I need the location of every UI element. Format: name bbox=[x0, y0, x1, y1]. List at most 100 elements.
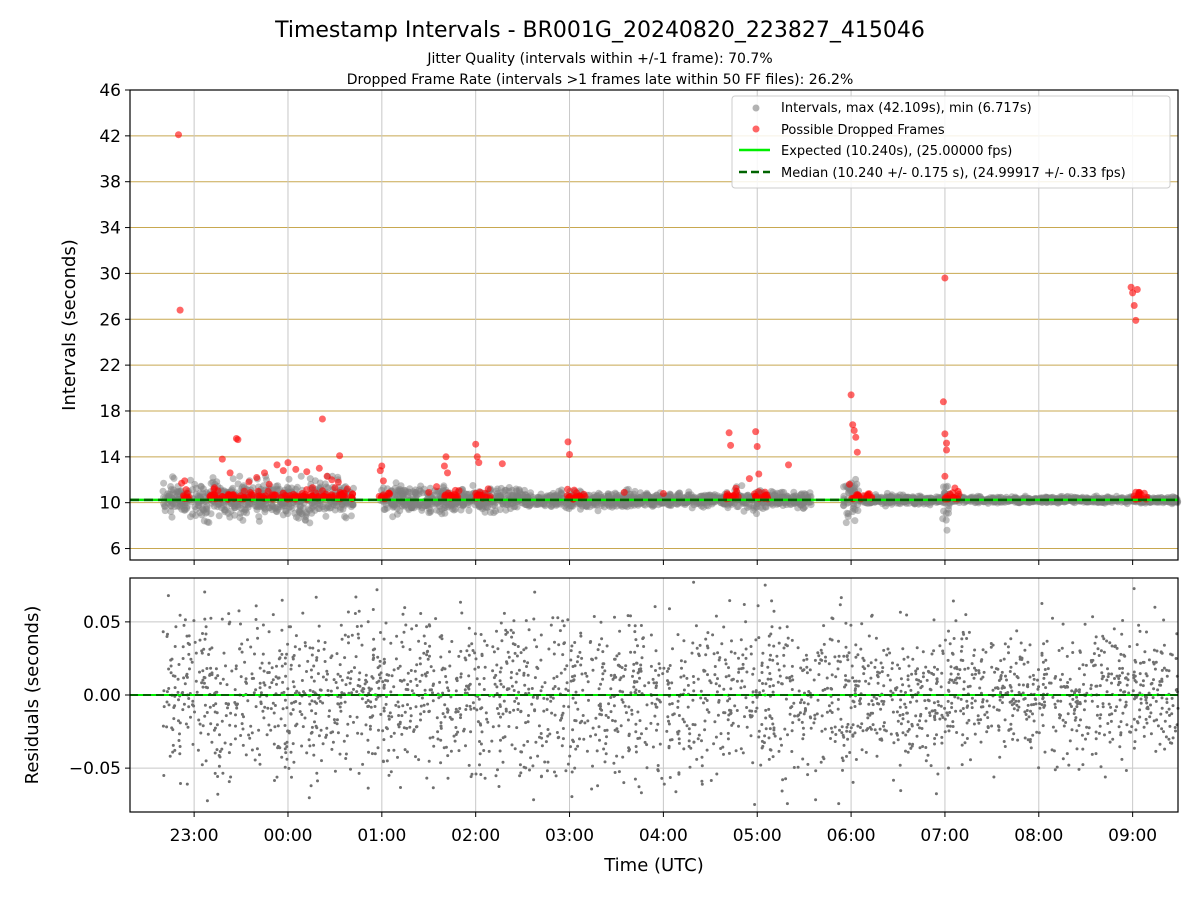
residual-point bbox=[764, 708, 768, 712]
residual-point bbox=[886, 647, 890, 651]
residual-point bbox=[979, 705, 983, 709]
residual-point bbox=[1075, 705, 1079, 709]
residual-point bbox=[332, 718, 336, 722]
residual-point bbox=[853, 705, 857, 708]
residual-point bbox=[339, 623, 343, 627]
residual-point bbox=[714, 735, 718, 739]
residual-point bbox=[845, 654, 849, 658]
residual-point bbox=[371, 608, 375, 611]
residual-point bbox=[385, 727, 389, 731]
dropped-frame-point bbox=[1133, 286, 1141, 293]
residual-point bbox=[550, 711, 554, 715]
residual-point bbox=[1094, 752, 1098, 756]
residual-point bbox=[419, 712, 423, 716]
residual-point bbox=[533, 708, 537, 712]
residual-point bbox=[453, 739, 457, 743]
residual-point bbox=[1144, 698, 1148, 702]
residual-point bbox=[604, 742, 608, 746]
residual-point bbox=[633, 650, 637, 654]
residual-point bbox=[676, 633, 680, 637]
residual-point bbox=[1154, 699, 1158, 703]
interval-point bbox=[255, 502, 263, 510]
interval-point bbox=[161, 502, 169, 510]
residual-point bbox=[250, 748, 254, 752]
residual-point bbox=[686, 705, 690, 709]
residual-point bbox=[596, 784, 600, 788]
residual-point bbox=[459, 600, 462, 604]
residual-point bbox=[459, 713, 463, 717]
residual-point bbox=[576, 707, 580, 711]
residual-point bbox=[970, 662, 974, 666]
residual-point bbox=[519, 651, 523, 655]
intervals-ytick-label: 30 bbox=[99, 264, 121, 284]
residual-point bbox=[1117, 659, 1121, 663]
residual-point bbox=[406, 683, 410, 686]
residual-point bbox=[271, 701, 275, 705]
residual-point bbox=[959, 649, 963, 653]
residual-point bbox=[482, 688, 486, 691]
legend-label-median: Median (10.240 +/- 0.175 s), (24.99917 +… bbox=[781, 166, 1126, 181]
residual-point bbox=[836, 667, 840, 671]
residual-point bbox=[643, 684, 647, 688]
residual-point bbox=[215, 748, 219, 752]
dropped-frame-point bbox=[218, 455, 226, 463]
residual-point bbox=[527, 714, 530, 717]
residual-point bbox=[680, 666, 683, 670]
residual-point bbox=[1015, 629, 1019, 633]
interval-point bbox=[905, 499, 913, 507]
residual-point bbox=[473, 632, 477, 636]
residual-point bbox=[639, 663, 643, 667]
residual-point bbox=[305, 751, 309, 755]
chart-subtitle-jitter: Jitter Quality (intervals within +/-1 fr… bbox=[426, 51, 772, 67]
residual-point bbox=[864, 679, 868, 683]
residual-point bbox=[935, 677, 939, 681]
residual-point bbox=[932, 701, 936, 705]
dropped-frame-point bbox=[292, 465, 300, 473]
residual-point bbox=[272, 711, 276, 715]
residual-point bbox=[1003, 745, 1007, 748]
residual-point bbox=[825, 676, 829, 680]
interval-point bbox=[738, 482, 746, 490]
interval-point bbox=[396, 485, 404, 493]
residual-point bbox=[665, 669, 669, 673]
residual-point bbox=[215, 711, 219, 715]
residual-point bbox=[694, 624, 698, 628]
residual-point bbox=[280, 598, 284, 602]
residual-point bbox=[200, 681, 204, 685]
residual-point bbox=[952, 681, 956, 684]
residual-point bbox=[910, 672, 914, 676]
residual-point bbox=[785, 625, 789, 629]
residual-point bbox=[457, 749, 461, 753]
residual-point bbox=[328, 709, 331, 713]
residual-point bbox=[310, 653, 314, 657]
interval-point bbox=[229, 484, 237, 492]
residual-point bbox=[1065, 752, 1069, 756]
residual-point bbox=[273, 779, 276, 782]
residual-point bbox=[737, 724, 740, 728]
residual-point bbox=[682, 747, 686, 751]
residual-point bbox=[792, 766, 796, 769]
dropped-frame-point bbox=[226, 469, 234, 477]
residual-point bbox=[951, 599, 955, 603]
residual-point bbox=[755, 706, 759, 710]
residual-point bbox=[947, 766, 950, 770]
residual-point bbox=[761, 682, 764, 685]
interval-point bbox=[187, 513, 194, 521]
residual-point bbox=[757, 729, 761, 733]
residual-point bbox=[310, 699, 314, 703]
interval-point bbox=[565, 505, 573, 513]
interval-point bbox=[537, 490, 545, 498]
residual-point bbox=[1093, 641, 1097, 645]
residual-point bbox=[340, 678, 344, 682]
residual-point bbox=[667, 722, 671, 726]
residual-point bbox=[280, 652, 284, 656]
residual-point bbox=[428, 654, 431, 658]
residual-point bbox=[829, 726, 833, 730]
residual-point bbox=[366, 786, 370, 790]
residual-point bbox=[171, 743, 175, 747]
residual-point bbox=[460, 611, 464, 615]
residual-point bbox=[668, 776, 672, 779]
residual-point bbox=[768, 684, 772, 688]
interval-point bbox=[558, 486, 566, 494]
residual-point bbox=[475, 677, 479, 681]
